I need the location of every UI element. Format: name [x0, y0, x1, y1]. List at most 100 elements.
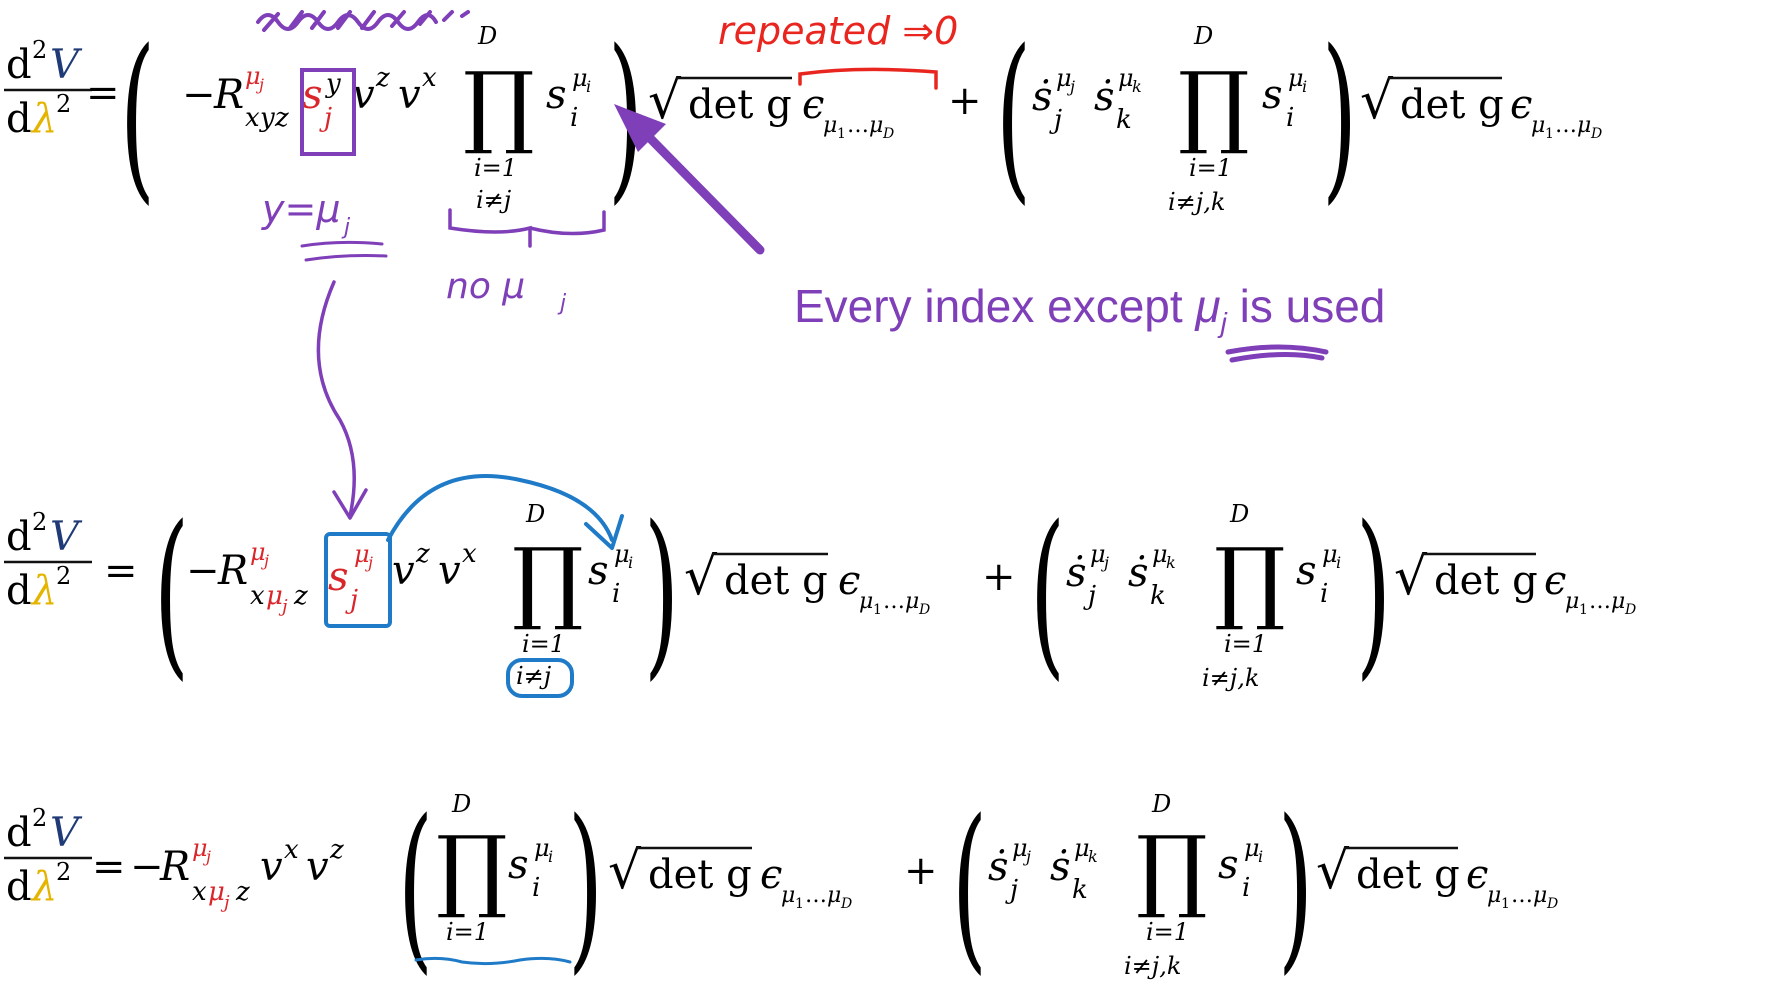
eq2-sdot-k-sup-mu: μ — [1152, 540, 1168, 568]
eq2-eps-2-ellipsis: … — [1589, 589, 1611, 614]
eq1-annotations: repeated ⇒0 y=μ j no μ j Every index exc… — [256, 9, 1385, 520]
eq1-v-z-sup: z — [375, 63, 390, 93]
eq1-lhs-d2: d — [6, 96, 32, 142]
eq3-sdot-j-sup-j: j — [1023, 847, 1031, 866]
eq3-right-paren-1: ) — [568, 781, 603, 991]
eq1-lhs-sq: 2 — [32, 36, 47, 64]
eq3-R-sub-x: x — [192, 877, 207, 907]
eq3-eps-2-ellipsis: … — [1511, 883, 1533, 908]
no-mu-j-sub: j — [557, 291, 567, 316]
eq2-sdot-j-sup-mu: μ — [1090, 540, 1106, 568]
eq3-s-i: s — [508, 842, 529, 888]
eq2-right-paren-1: ) — [644, 487, 679, 697]
eq1-lhs-lambda: λ — [30, 96, 57, 142]
eq3-s-i-2-sup-mu: μ — [1244, 834, 1260, 862]
eq2-prod-lower-i1: i=1 — [522, 630, 565, 658]
every-index-note: Every index except μj is used — [794, 280, 1385, 338]
eq1-prod2-upper-D: D — [1193, 22, 1213, 50]
eq1-prod2-lower-inejk: i≠j,k — [1168, 188, 1225, 216]
eq2-product-symbol-2: ∏ — [1214, 529, 1286, 634]
eq3-s-i-sub-i: i — [532, 873, 540, 903]
eq2-lhs-lambda: λ — [30, 568, 57, 614]
eq2-R-sup-j: j — [261, 551, 269, 570]
eq3-minus: − — [130, 844, 164, 890]
eq1-s-sup-y: y — [325, 69, 341, 99]
eq3-sdot-k-sup-mu: μ — [1074, 834, 1090, 862]
eq1-R-sub-y: y — [259, 103, 275, 133]
every-index-suffix: is used — [1227, 280, 1386, 332]
every-index-mu: μ — [1194, 280, 1220, 332]
eq2-prod-lower-inej: i≠j — [516, 662, 552, 690]
eq3-lhs-d2: d — [6, 864, 32, 910]
eq2-eps-1-D: D — [918, 602, 930, 618]
eq1-prod-lower-inej: i≠j — [476, 186, 512, 214]
no-mu-j-brace — [448, 208, 606, 248]
eq2-s-i-2-sup-i: i — [1336, 553, 1341, 572]
eq1-s: s — [302, 72, 323, 118]
eq2-equals: = — [104, 548, 138, 594]
eq2-i-ne-j-highlight — [506, 658, 574, 698]
eq2-lhs-sq2: 2 — [56, 562, 71, 590]
eq3-eps-1-muD: μ — [827, 883, 841, 908]
eq3-left-paren-1: ( — [398, 781, 433, 991]
eq1-lhs-sq2: 2 — [56, 90, 71, 118]
eq1-detg-2: det g — [1400, 82, 1504, 128]
eq1-s-i-2-sub-i: i — [1286, 103, 1294, 133]
eq2-eps-1: ϵ — [838, 558, 860, 604]
equation-2: d 2 V d λ 2 = ( − R μ j x μ j z s μ j j … — [4, 487, 1636, 697]
eq2-eps-2-muD: μ — [1611, 589, 1625, 614]
eq2-R-sub-x: x — [250, 581, 265, 611]
eq2-v-z-sup: z — [415, 539, 430, 569]
eq1-s-i-sup-i: i — [586, 77, 591, 96]
eq2-prod2-lower-inejk: i≠j,k — [1202, 664, 1259, 692]
eq1-prod2-lower-i1: i=1 — [1189, 154, 1232, 182]
eq2-s: s — [328, 554, 349, 600]
eq3-lhs-d: d — [6, 810, 32, 856]
eq2-s-i-sub-i: i — [612, 579, 620, 609]
eq2-detg-2: det g — [1434, 558, 1538, 604]
eq3-lhs-V: V — [50, 810, 83, 856]
eq1-eps-1-mu1: μ — [823, 113, 837, 138]
eq3-prod2-lower-inejk: i≠j,k — [1124, 952, 1181, 980]
eq1-R: R — [213, 72, 244, 118]
eq2-eps-2-mu1: μ — [1565, 589, 1579, 614]
eq3-s-i-2: s — [1218, 842, 1239, 888]
eq2-eps-1-muD: μ — [905, 589, 919, 614]
eq1-s-i-2-sup-i: i — [1302, 77, 1307, 96]
eq3-prod-lower-i1: i=1 — [446, 918, 489, 946]
eq2-v-z: v — [392, 548, 415, 594]
eq3-R-sub-mu-j: j — [220, 892, 230, 913]
eq2-plus: + — [982, 554, 1016, 600]
eq2-eps-1-one: 1 — [873, 602, 882, 618]
eq1-s-i-sub-i: i — [570, 103, 578, 133]
eq3-v-x: v — [260, 844, 283, 890]
eq2-s-i-2: s — [1296, 548, 1317, 594]
eq2-eps-2-D: D — [1624, 602, 1636, 618]
eq1-s-i-2-sup-mu: μ — [1288, 64, 1304, 92]
eq1-prod-lower-i1: i=1 — [474, 154, 517, 182]
eq2-s-i-2-sup-mu: μ — [1322, 540, 1338, 568]
purple-down-arrow-head — [332, 488, 368, 520]
eq3-eps-2-D: D — [1546, 896, 1558, 912]
eq1-eps-1-D: D — [882, 126, 894, 142]
eq1-lhs-V: V — [50, 42, 83, 88]
eq2-annotations — [324, 474, 624, 698]
eq1-R-sup-j: j — [256, 75, 264, 94]
eq3-sdot-k: ṡ — [1050, 844, 1071, 890]
eq1-eps-1: ϵ — [802, 82, 824, 128]
eq2-left-paren-2: ( — [1030, 487, 1065, 697]
eq3-R-sub-z: z — [235, 877, 250, 907]
eq1-product-symbol-2: ∏ — [1178, 53, 1250, 158]
blue-curved-arrow-head — [584, 514, 624, 550]
eq3-prod2-lower-i1: i=1 — [1146, 918, 1189, 946]
scribbled-out-text — [256, 10, 470, 32]
eq1-eps-2-one: 1 — [1545, 126, 1554, 142]
eq3-eps-1-ellipsis: … — [805, 883, 827, 908]
eq2-left-paren-1: ( — [154, 487, 189, 697]
eq2-lhs-fraction: d 2 V d λ 2 — [4, 508, 92, 614]
eq2-prod-upper-D: D — [525, 500, 545, 528]
eq1-lhs-fraction: d 2 V d λ 2 — [4, 36, 92, 142]
eq2-sdot-k-sub: k — [1150, 581, 1166, 611]
eq3-sqrt-1: √ — [608, 841, 642, 901]
